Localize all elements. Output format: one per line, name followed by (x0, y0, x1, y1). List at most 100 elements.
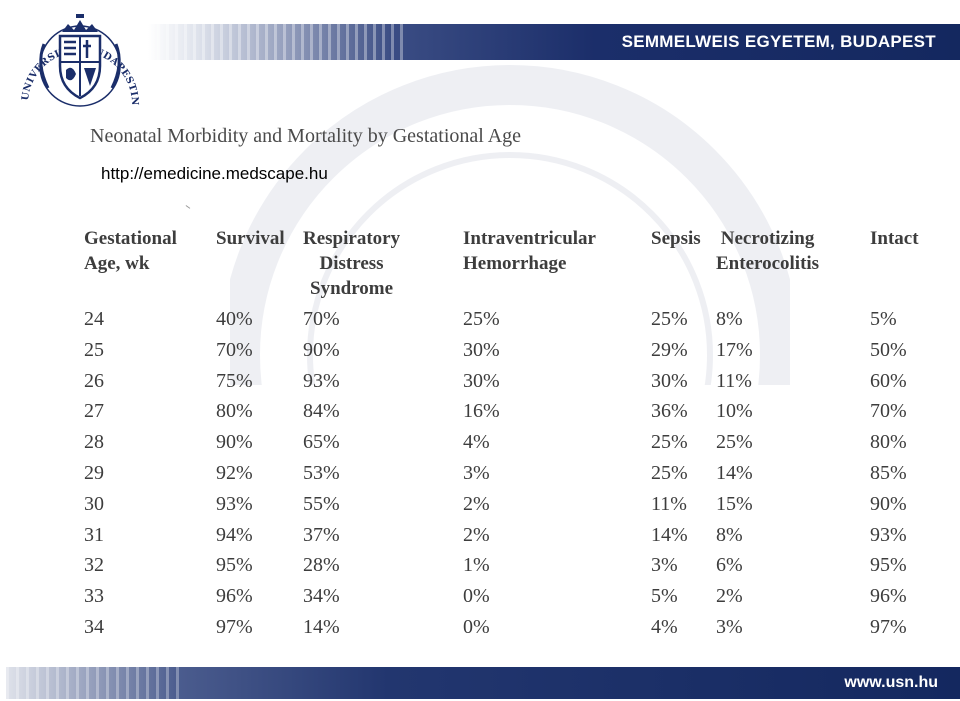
cell-sepsis: 25% (651, 431, 688, 454)
cell-ivh: 30% (463, 369, 500, 392)
footer-url: www.usn.hu (844, 674, 938, 691)
cell-ivh: 2% (463, 492, 490, 515)
cell-survival: 90% (216, 431, 253, 454)
cell-age: 31 (84, 523, 104, 546)
header-sepsis: Sepsis (651, 226, 701, 251)
cell-sepsis: 25% (651, 308, 688, 330)
cell-age: 32 (84, 554, 104, 577)
document-title: Neonatal Morbidity and Mortality by Gest… (90, 125, 522, 147)
footer-stripes (6, 667, 186, 699)
cell-ivh: 0% (463, 616, 490, 638)
cell-intact: 80% (870, 431, 907, 454)
cell-intact: 5% (870, 308, 897, 330)
cell-nec: 25% (716, 431, 753, 454)
morbidity-table: Gestational Age, wk Survival Respiratory… (84, 226, 934, 646)
footer-band: www.usn.hu (6, 667, 960, 699)
cell-rds: 14% (303, 616, 340, 638)
cell-nec: 8% (716, 523, 743, 546)
cell-survival: 93% (216, 492, 253, 515)
header-line: Sepsis (651, 228, 701, 249)
cell-nec: 11% (716, 369, 752, 392)
cell-age: 30 (84, 492, 104, 515)
stray-mark (182, 205, 191, 213)
cell-intact: 50% (870, 338, 907, 361)
cell-rds: 90% (303, 338, 340, 361)
cell-age: 29 (84, 462, 104, 484)
table-row: 28 90% 65% 4% 25% 25% 80% (84, 427, 934, 457)
header-survival: Survival (216, 226, 285, 251)
table-row: 25 70% 90% 30% 29% 17% 50% (84, 335, 934, 365)
header-line: Respiratory (303, 228, 401, 249)
cell-ivh: 3% (463, 462, 490, 484)
cell-nec: 6% (716, 554, 743, 577)
header-line: Distress (319, 253, 384, 274)
cell-sepsis: 11% (651, 492, 687, 515)
cell-nec: 17% (716, 338, 753, 361)
header-line: Age, wk (84, 253, 150, 274)
header-line: Hemorrhage (463, 253, 567, 274)
header-line: Enterocolitis (716, 253, 820, 274)
header-line: Intact (870, 228, 919, 249)
table-row: 29 92% 53% 3% 25% 14% 85% (84, 458, 934, 488)
cell-survival: 94% (216, 523, 253, 546)
header-band: SEMMELWEIS EGYETEM, BUDAPEST (148, 24, 960, 60)
cell-ivh: 16% (463, 400, 500, 423)
header-line: Intraventricular (463, 228, 596, 249)
cell-sepsis: 5% (651, 585, 678, 608)
cell-ivh: 0% (463, 585, 490, 608)
cell-nec: 2% (716, 585, 743, 608)
cell-rds: 37% (303, 523, 340, 546)
cell-sepsis: 14% (651, 523, 688, 546)
cell-survival: 97% (216, 616, 253, 638)
cell-ivh: 1% (463, 554, 490, 577)
cell-intact: 93% (870, 523, 907, 546)
cell-nec: 3% (716, 616, 743, 638)
cell-sepsis: 4% (651, 616, 678, 638)
cell-age: 25 (84, 338, 104, 361)
header-intact: Intact (870, 226, 919, 251)
cell-age: 33 (84, 585, 104, 608)
header-intraventricular-hemorrhage: Intraventricular Hemorrhage (463, 226, 596, 276)
header-line: Gestational (84, 228, 177, 249)
source-link[interactable]: http://emedicine.medscape.hu (101, 164, 328, 183)
table-row: 24 40% 70% 25% 25% 8% 5% (84, 304, 934, 334)
cell-rds: 84% (303, 400, 340, 423)
cell-intact: 95% (870, 554, 907, 577)
header-line: Survival (216, 228, 285, 249)
cell-intact: 60% (870, 369, 907, 392)
cell-intact: 85% (870, 462, 907, 484)
cell-intact: 90% (870, 492, 907, 515)
cell-rds: 34% (303, 585, 340, 608)
cell-age: 24 (84, 308, 104, 330)
cell-sepsis: 25% (651, 462, 688, 484)
cell-rds: 28% (303, 554, 340, 577)
cell-survival: 80% (216, 400, 253, 423)
cell-sepsis: 29% (651, 338, 688, 361)
cell-age: 26 (84, 369, 104, 392)
cell-intact: 96% (870, 585, 907, 608)
cell-sepsis: 36% (651, 400, 688, 423)
cell-ivh: 30% (463, 338, 500, 361)
cell-nec: 15% (716, 492, 753, 515)
cell-rds: 93% (303, 369, 340, 392)
cell-nec: 14% (716, 462, 753, 484)
cell-intact: 97% (870, 616, 907, 638)
cell-ivh: 2% (463, 523, 490, 546)
cell-survival: 70% (216, 338, 253, 361)
cell-sepsis: 30% (651, 369, 688, 392)
institution-title: SEMMELWEIS EGYETEM, BUDAPEST (621, 32, 936, 51)
cell-survival: 40% (216, 308, 253, 330)
table-row: 32 95% 28% 1% 3% 6% 95% (84, 550, 934, 580)
table-row: 33 96% 34% 0% 5% 2% 96% (84, 581, 934, 611)
header-line: Syndrome (310, 278, 394, 299)
cell-rds: 53% (303, 462, 340, 484)
table-row: 26 75% 93% 30% 30% 11% 60% (84, 366, 934, 396)
cell-survival: 75% (216, 369, 253, 392)
table-row: 27 80% 84% 16% 36% 10% 70% (84, 396, 934, 426)
cell-nec: 8% (716, 308, 743, 330)
cell-age: 27 (84, 400, 104, 423)
cell-ivh: 4% (463, 431, 490, 454)
cell-age: 34 (84, 616, 104, 638)
header-respiratory-distress-syndrome: Respiratory Distress Syndrome (303, 226, 400, 301)
cell-rds: 55% (303, 492, 340, 515)
